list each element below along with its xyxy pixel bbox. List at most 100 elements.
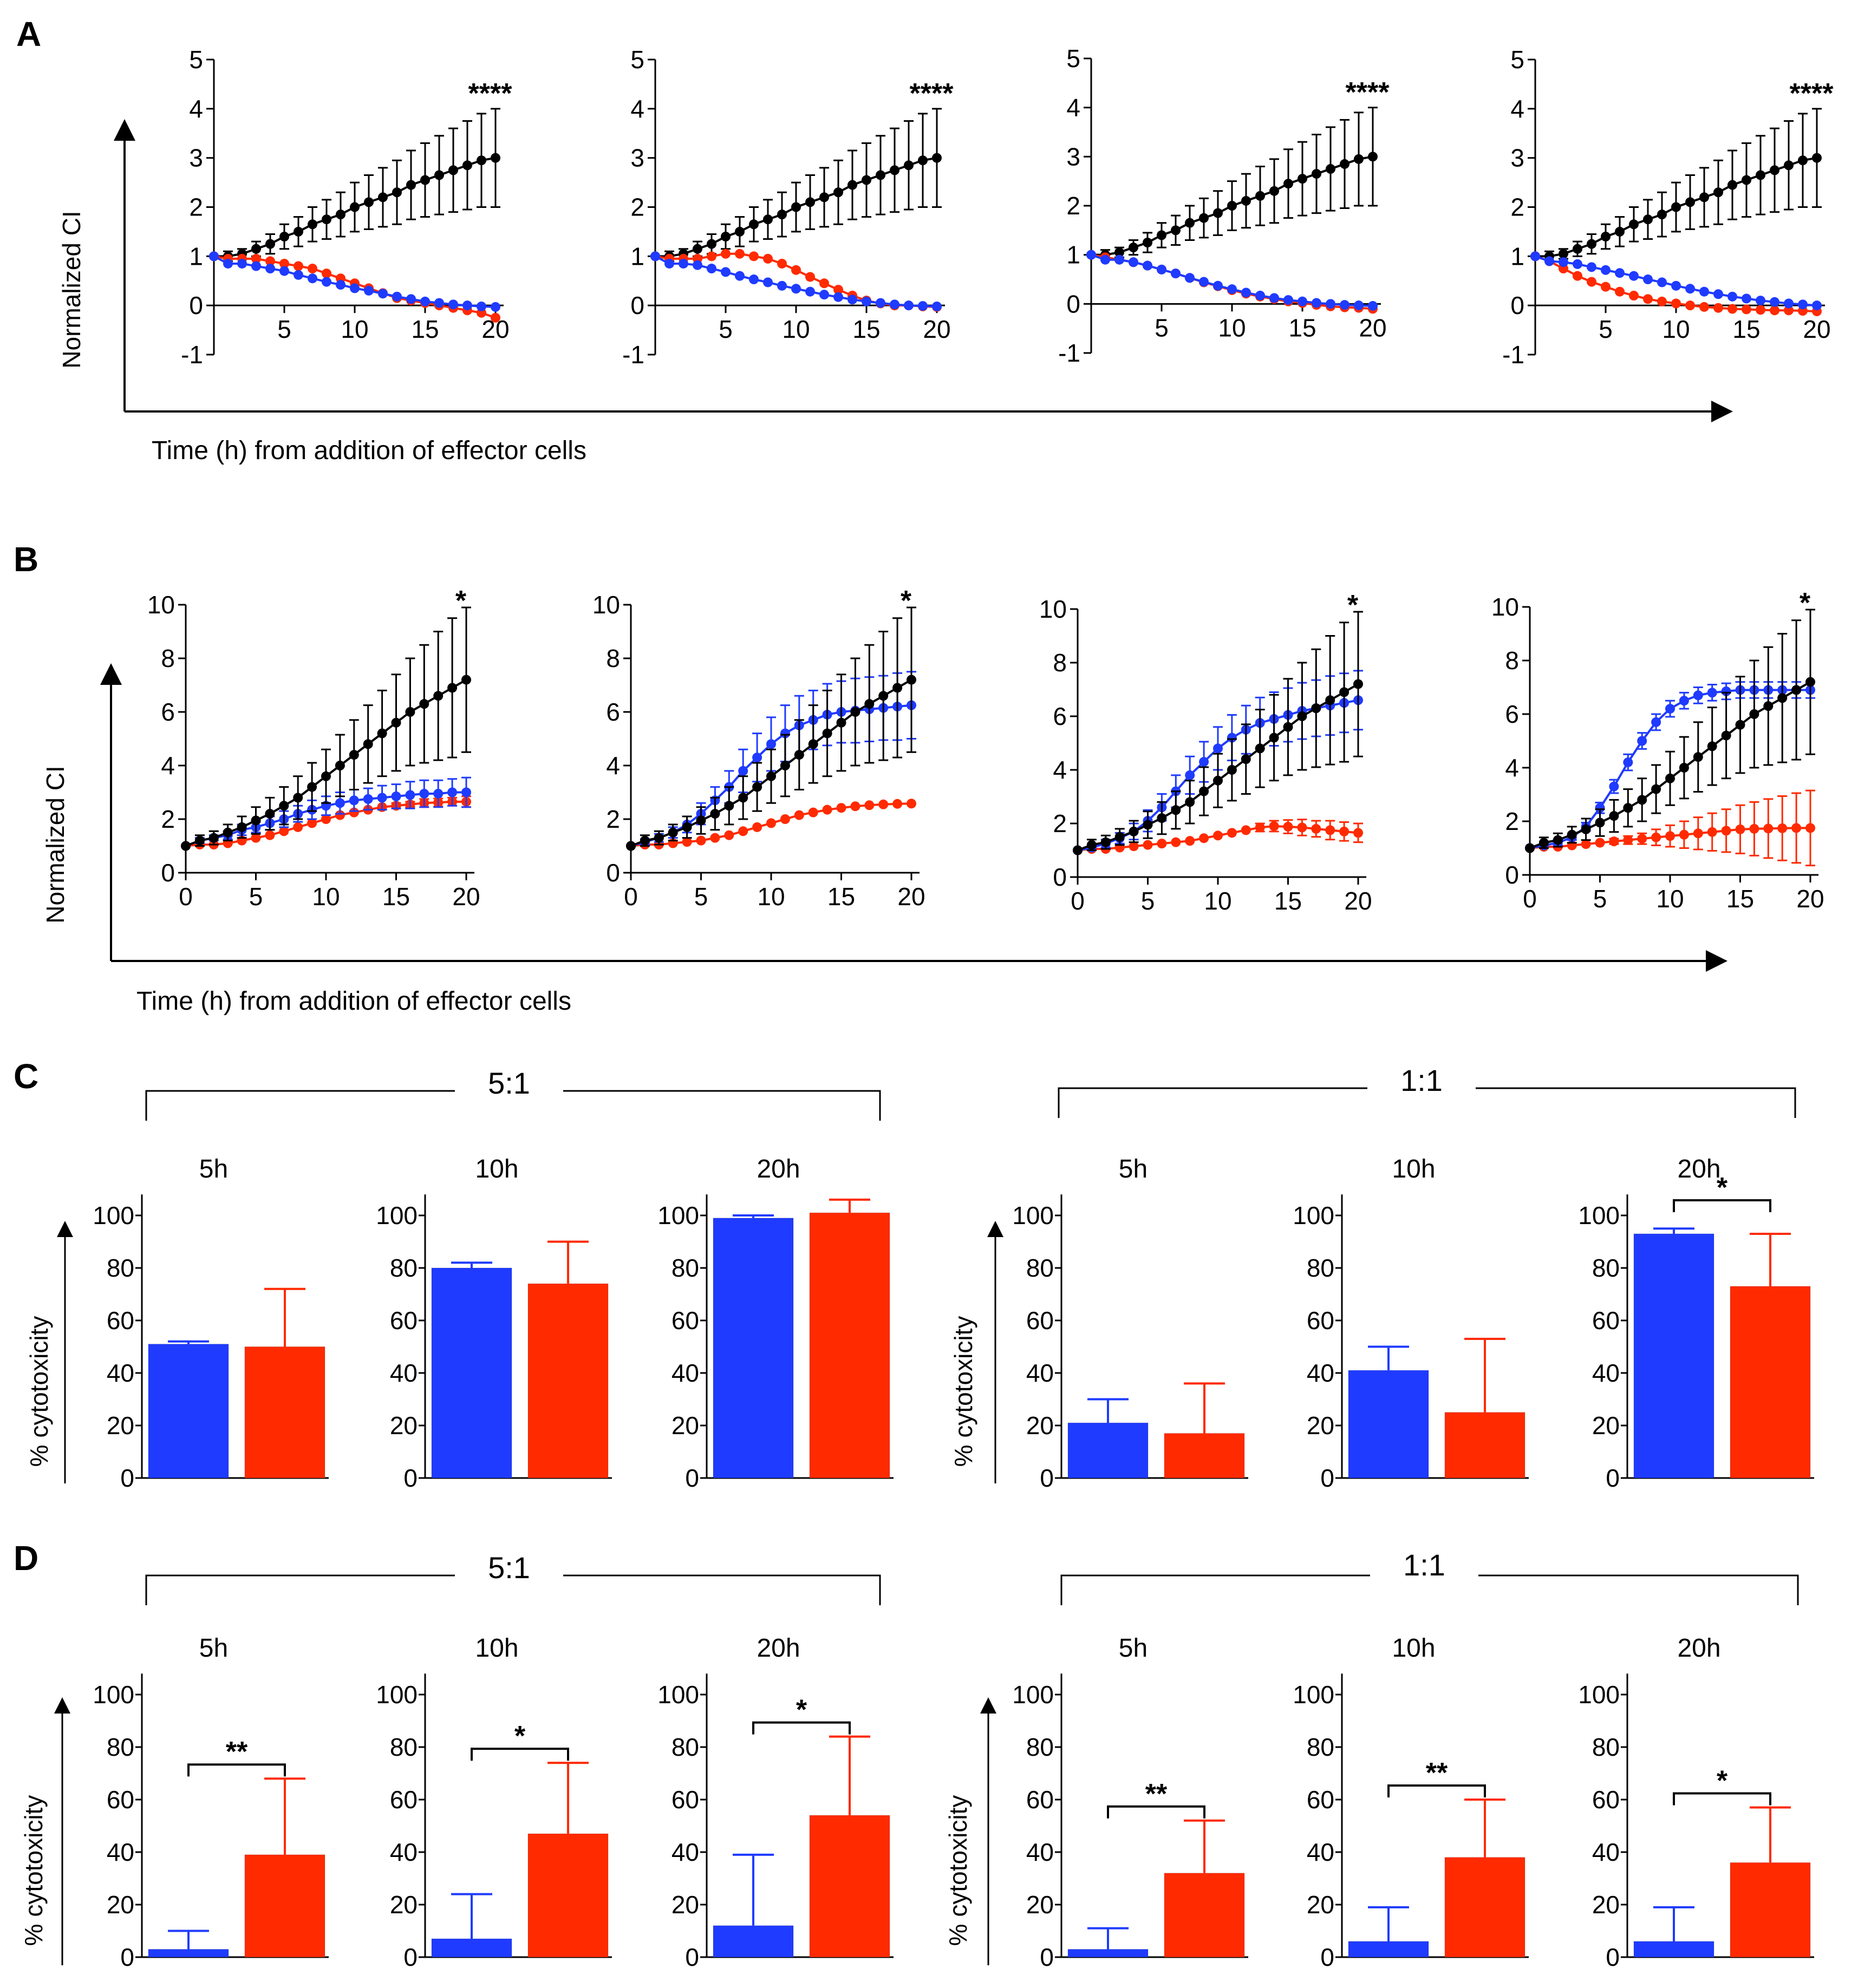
blue-point [1587, 262, 1596, 272]
black-point [1721, 730, 1731, 741]
x-tick-label: 20 [897, 882, 925, 911]
red-point [1213, 830, 1223, 841]
y-tick-label: 40 [107, 1359, 134, 1387]
black-point [1525, 843, 1535, 853]
x-tick-label: 0 [624, 882, 638, 911]
black-point [710, 809, 720, 819]
significance-bracket [1673, 1199, 1771, 1212]
red-point [833, 285, 843, 295]
subplot-title: 20h [1677, 1634, 1720, 1663]
black-point [805, 197, 815, 207]
red-point [1241, 825, 1251, 835]
blue-point [766, 739, 776, 749]
y-tick-label: 2 [1510, 193, 1524, 221]
black-point [1812, 153, 1822, 163]
black-point [461, 675, 471, 685]
blue-point [1185, 273, 1195, 283]
blue-point [1770, 297, 1779, 307]
bar [809, 1815, 890, 1958]
y-tick-label: 6 [1505, 700, 1519, 728]
red-point [1185, 836, 1195, 846]
black-point [654, 833, 664, 843]
red-point [1325, 825, 1335, 835]
black-point [892, 683, 903, 693]
bar [1348, 1941, 1429, 1958]
y-tick-label: 8 [606, 644, 620, 672]
red-point [749, 251, 759, 261]
red-point [1777, 823, 1788, 833]
bar [527, 1283, 609, 1479]
blue-point [805, 286, 815, 297]
y-tick-label: 3 [1066, 142, 1080, 171]
blue-point [1354, 300, 1364, 311]
black-point [1798, 155, 1808, 166]
black-point [308, 219, 317, 230]
significance-label: **** [1346, 77, 1390, 108]
y-tick-label: 80 [1592, 1733, 1620, 1761]
y-tick-label: 80 [390, 1254, 418, 1282]
black-point [904, 160, 914, 171]
blue-point [294, 270, 303, 280]
bar [809, 1212, 890, 1479]
black-point [1114, 247, 1124, 258]
y-tick-label: 80 [107, 1254, 134, 1282]
black-point [223, 827, 233, 838]
blue-point [876, 298, 885, 308]
blue-point [392, 291, 402, 302]
black-point [391, 717, 401, 728]
blue-point [1241, 287, 1251, 298]
black-point [491, 153, 500, 163]
black-point [1171, 805, 1181, 815]
x-tick-label: 20 [923, 315, 950, 343]
black-point [1609, 811, 1619, 821]
blue-point [777, 280, 787, 291]
blue-point [1756, 296, 1765, 306]
y-tick-label: 0 [1510, 291, 1524, 319]
blue-point [322, 277, 331, 287]
panel-d-ylabel-right: % cytotoxicity [944, 1795, 972, 1946]
blue-point [335, 798, 345, 808]
y-tick-label: 6 [161, 698, 175, 726]
x-tick-label: 20 [1803, 315, 1830, 343]
y-tick-label: 60 [1026, 1786, 1054, 1814]
red-point [1685, 300, 1695, 311]
black-point [378, 192, 388, 202]
red-point [1227, 828, 1237, 838]
y-tick-label: 8 [1505, 646, 1519, 675]
black-point [405, 707, 415, 717]
significance-label: * [455, 585, 467, 617]
black-point [349, 750, 359, 760]
black-point [1114, 832, 1125, 842]
y-tick-label: 100 [376, 1680, 418, 1709]
blue-point [1784, 298, 1794, 309]
blue-point [1171, 269, 1181, 279]
red-point [279, 258, 289, 269]
black-point [293, 793, 303, 803]
y-tick-label: 3 [189, 144, 203, 172]
significance-label: ** [1426, 1757, 1448, 1789]
black-point [1368, 152, 1378, 162]
subplot-title: 5h [199, 1155, 228, 1183]
subplot-title: 10h [475, 1155, 518, 1183]
red-point [1199, 833, 1209, 843]
panel-d-letter: D [14, 1539, 38, 1578]
x-tick-label: 15 [1274, 887, 1302, 915]
panel-d-bracket-left [145, 1574, 881, 1605]
line-subplot-a-4: -1 0 1 2 3 4 5 5 10 15 20 **** [1502, 45, 1834, 369]
black-point [1129, 243, 1138, 253]
y-tick-label: -1 [181, 341, 203, 369]
red-point [822, 805, 832, 815]
x-tick-label: 10 [1218, 313, 1246, 342]
red-point [1623, 835, 1633, 845]
significance-bracket [471, 1748, 569, 1761]
black-point [878, 691, 889, 701]
line-subplot-a-3: -1 0 1 2 3 4 5 5 10 15 20 **** [1058, 44, 1390, 367]
y-tick-label: 0 [1505, 861, 1519, 889]
x-tick-label: 20 [1796, 885, 1824, 913]
x-tick-label: 15 [411, 315, 439, 343]
significance-bracket [1387, 1784, 1486, 1797]
black-point [419, 699, 429, 709]
y-tick-label: 0 [1053, 863, 1067, 891]
red-point [1601, 282, 1611, 292]
red-point [696, 835, 706, 846]
